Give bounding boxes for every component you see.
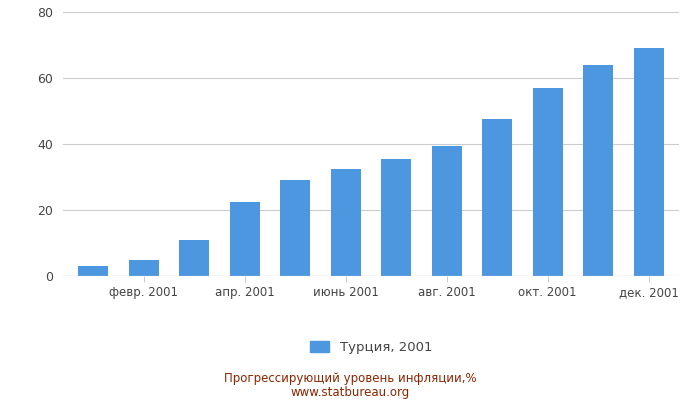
Bar: [432, 146, 462, 276]
Text: www.statbureau.org: www.statbureau.org: [290, 386, 410, 399]
Bar: [381, 159, 412, 276]
Bar: [634, 48, 664, 276]
Bar: [129, 260, 159, 276]
Bar: [179, 240, 209, 276]
Bar: [230, 202, 260, 276]
Text: Прогрессирующий уровень инфляции,%: Прогрессирующий уровень инфляции,%: [224, 372, 476, 385]
Bar: [482, 119, 512, 276]
Bar: [583, 65, 613, 276]
Bar: [533, 88, 563, 276]
Bar: [330, 169, 361, 276]
Legend: Турция, 2001: Турция, 2001: [304, 335, 438, 359]
Bar: [78, 266, 108, 276]
Bar: [280, 180, 310, 276]
